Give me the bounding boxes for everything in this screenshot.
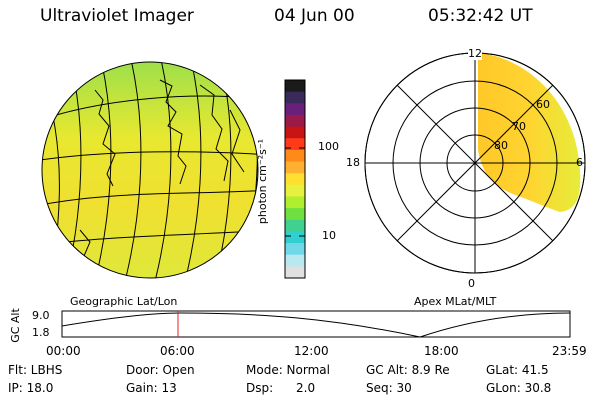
colorbar-segment xyxy=(285,114,305,128)
altitude-plot xyxy=(61,310,571,338)
colorbar-segment xyxy=(285,149,305,163)
colorbar xyxy=(285,80,305,279)
time-label: 05:32:42 UT xyxy=(428,6,533,26)
colorbar-segment xyxy=(285,138,305,151)
earth-image xyxy=(41,61,259,279)
colorbar-segment xyxy=(285,91,305,104)
colorbar-tick-100: 100 xyxy=(318,140,339,153)
lat-label-60: 60 xyxy=(536,98,550,111)
altitude-xtick-1200: 12:00 xyxy=(294,344,329,358)
footer-seq: Seq: 30 xyxy=(366,381,412,395)
altitude-ytick-1-8: 1.8 xyxy=(32,326,50,339)
mlt-label-12: 12 xyxy=(468,47,482,60)
altitude-xtick-1800: 18:00 xyxy=(424,344,459,358)
footer-gain: Gain: 13 xyxy=(126,381,177,395)
colorbar-segment xyxy=(285,254,305,267)
lat-label-80: 80 xyxy=(494,139,508,152)
mlt-label-0: 0 xyxy=(468,277,475,290)
colorbar-unit-label: photon cm⁻²s⁻¹ xyxy=(256,138,270,225)
footer-glat: GLat: 41.5 xyxy=(486,363,549,377)
date-label: 04 Jun 00 xyxy=(274,6,355,26)
colorbar-segment xyxy=(285,184,305,198)
colorbar-segment xyxy=(285,219,305,233)
right-panel-label: Apex MLat/MLT xyxy=(414,295,497,308)
footer-mode: Mode: Normal xyxy=(246,363,330,377)
footer-ip: IP: 18.0 xyxy=(8,381,54,395)
colorbar-tick-10: 10 xyxy=(322,229,336,242)
mlt-label-18: 18 xyxy=(346,156,360,169)
altitude-xtick-2359: 23:59 xyxy=(552,344,587,358)
footer-dsp: Dsp: 2.0 xyxy=(246,381,316,395)
footer-filter: Flt: LBHS xyxy=(8,363,63,377)
colorbar-segment xyxy=(285,231,305,244)
left-panel-label: Geographic Lat/Lon xyxy=(70,295,178,308)
altitude-ytick-9: 9.0 xyxy=(32,309,50,322)
mlt-label-6: 6 xyxy=(576,156,583,169)
colorbar-segment xyxy=(285,266,305,279)
footer-glon: GLon: 30.8 xyxy=(486,381,552,395)
lat-label-70: 70 xyxy=(512,120,526,133)
footer-gc-alt: GC Alt: 8.9 Re xyxy=(366,363,450,377)
footer-door: Door: Open xyxy=(126,363,195,377)
altitude-ylabel: GC Alt xyxy=(8,308,22,343)
colorbar-segment xyxy=(285,126,305,139)
colorbar-segment xyxy=(285,243,305,256)
colorbar-segment xyxy=(285,208,305,221)
colorbar-segment xyxy=(285,103,305,116)
altitude-xtick-0000: 00:00 xyxy=(46,344,81,358)
colorbar-segment xyxy=(285,173,305,186)
altitude-xtick-0600: 06:00 xyxy=(160,344,195,358)
colorbar-segment xyxy=(285,196,305,209)
instrument-title: Ultraviolet Imager xyxy=(40,6,194,26)
colorbar-segment xyxy=(285,80,305,93)
colorbar-segment xyxy=(285,161,305,174)
polar-plot xyxy=(364,52,586,274)
